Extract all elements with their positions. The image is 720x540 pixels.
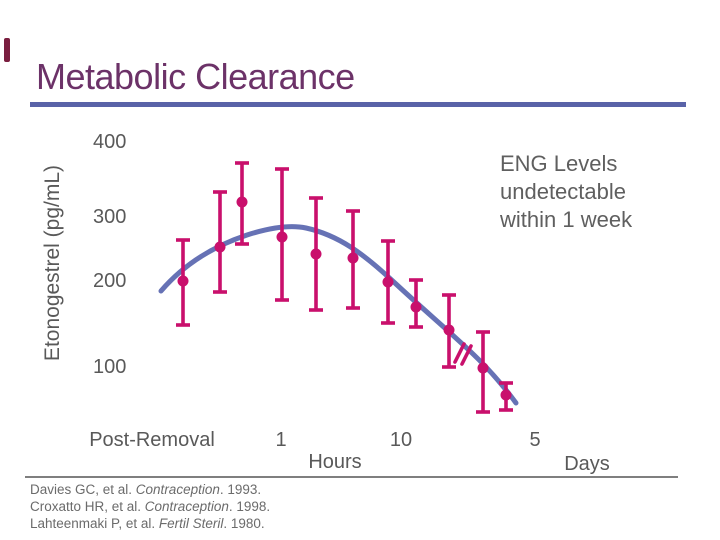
y-tick-300: 300	[93, 206, 127, 228]
data-point	[410, 301, 422, 313]
page-title: Metabolic Clearance	[36, 56, 355, 97]
data-point	[443, 324, 455, 336]
citation-line: Croxatto HR, et al. Contraception. 1998.	[30, 499, 271, 514]
axis-break-mark	[453, 342, 466, 364]
eng-annotation-line: ENG Levels	[500, 151, 618, 176]
x-tick-10: 10	[389, 429, 413, 451]
data-point	[276, 231, 288, 243]
axis-break-mark	[460, 344, 473, 366]
x-tick-5: 5	[529, 429, 541, 451]
citations: Davies GC, et al. Contraception. 1993. C…	[30, 481, 270, 532]
citation-line: Lahteenmaki P, et al. Fertil Steril. 198…	[30, 516, 265, 531]
title-underline	[30, 102, 686, 107]
data-point	[236, 196, 248, 208]
data-point	[382, 276, 394, 288]
x-tick-1: 1	[275, 429, 287, 451]
data-point	[477, 362, 489, 374]
eng-annotation-line: within 1 week	[500, 207, 633, 232]
data-point	[347, 252, 359, 264]
data-point	[177, 275, 189, 287]
data-point	[214, 241, 226, 253]
y-tick-100: 100	[93, 356, 127, 378]
y-tick-200: 200	[93, 270, 127, 292]
x-unit-hours: Hours	[308, 451, 362, 473]
eng-annotation-line: undetectable	[500, 179, 626, 204]
data-point	[310, 248, 322, 260]
data-point	[500, 389, 512, 401]
accent-bar	[4, 38, 10, 62]
x-unit-days: Days	[564, 453, 610, 475]
fit-curve	[158, 224, 519, 406]
citation-divider	[25, 476, 678, 478]
x-tick-post-removal: Post-Removal	[89, 429, 215, 451]
y-tick-400: 400	[93, 131, 127, 153]
citation-line: Davies GC, et al. Contraception. 1993.	[30, 482, 262, 497]
eng-annotation: ENG Levels undetectable within 1 week	[500, 150, 632, 234]
